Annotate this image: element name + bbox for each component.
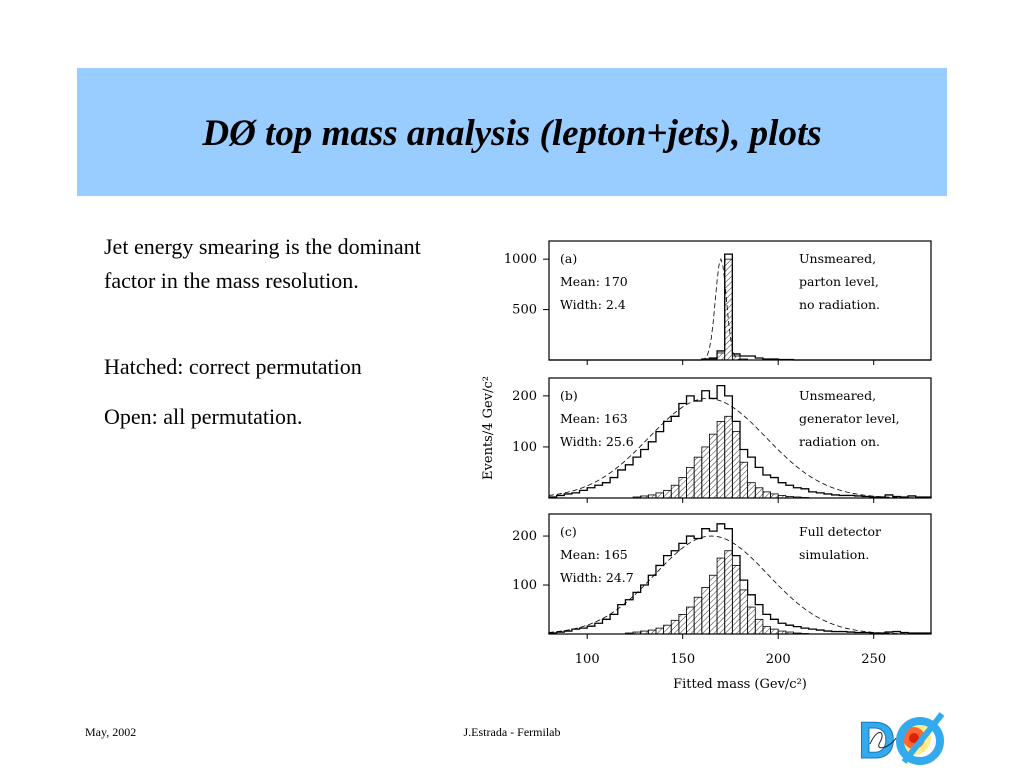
hatched-bar-b-29: [770, 493, 779, 499]
x-tick-label: 250: [861, 652, 886, 667]
hatched-bar-b-14: [655, 492, 665, 499]
histogram-figure: 500 1000 (a) Mean: 170 Width: 2.4 Unsmeared, p…: [481, 240, 932, 692]
hatched-bar-c-18: [686, 606, 695, 635]
hatched-bar-c-26: [747, 606, 756, 635]
y-tick-label: 500: [512, 303, 537, 318]
panel-label: (b): [560, 388, 578, 403]
y-tick-label: 1000: [504, 252, 537, 267]
panel-description: generator level,: [799, 411, 900, 426]
y-tick-label: 100: [512, 578, 537, 593]
x-tick-label: 100: [575, 652, 600, 667]
panel-stat: Mean: 165: [560, 547, 628, 562]
hatched-bar-b-19: [693, 456, 703, 499]
title-band: DØ top mass analysis (lepton+jets), plot…: [77, 68, 947, 196]
hatched-bar-c-16: [670, 619, 680, 635]
x-axis-label: Fitted mass (Gev/c²): [673, 677, 807, 692]
hatched-bar-c-25: [739, 589, 749, 635]
panel-frame-b: [548, 377, 932, 499]
fit-curve-b: [548, 398, 932, 499]
y-axis-label: Events/4 Gev/c²: [481, 376, 496, 480]
hatched-bar-c-21: [709, 574, 718, 635]
panel-description: simulation.: [799, 547, 869, 562]
x-tick-label: 200: [766, 652, 791, 667]
d0-logo-icon: D: [858, 712, 945, 766]
hatched-bar-b-22: [716, 421, 726, 499]
panel-label: (a): [560, 251, 577, 266]
x-tick-label: 150: [670, 652, 695, 667]
hatched-bar-c-27: [754, 618, 764, 635]
fit-curve-c: [548, 535, 932, 635]
hatched-bar-b-16: [670, 484, 680, 499]
panel-description: no radiation.: [799, 297, 880, 312]
hatched-bar-c-14: [655, 627, 665, 635]
paragraph-hatched: Hatched: correct permutation: [104, 354, 362, 379]
hatched-bar-a-22: [716, 352, 726, 361]
panel-description: radiation on.: [799, 434, 880, 449]
slide-body: Jet energy smearing is the dominant fact…: [104, 230, 454, 434]
footer-author: J.Estrada - Fermilab: [463, 725, 561, 739]
hatched-bar-b-23: [724, 415, 733, 499]
panel-frame-c: [548, 513, 932, 635]
hatched-bar-a-23: [724, 258, 733, 361]
panel-stat: Mean: 170: [560, 274, 628, 289]
paragraph-open: Open: all permutation.: [104, 404, 303, 429]
hatched-bar-c-29: [770, 628, 779, 635]
panel-description: Full detector: [799, 524, 881, 539]
hatched-bar-c-17: [678, 614, 687, 635]
open-histogram-b: [548, 385, 932, 498]
hatched-bar-b-17: [678, 477, 687, 499]
panel-description: Unsmeared,: [799, 388, 876, 403]
y-tick-label: 200: [512, 529, 537, 544]
hatched-bar-b-20: [701, 446, 710, 499]
panel-stat: Mean: 163: [560, 411, 628, 426]
panel-description: parton level,: [799, 274, 879, 289]
y-tick-label: 200: [512, 389, 537, 404]
hatched-bar-c-15: [663, 624, 672, 635]
hatched-bar-b-27: [754, 487, 764, 499]
svg-text:D: D: [858, 712, 896, 766]
panel-stat: Width: 24.7: [560, 570, 634, 585]
hatched-bar-b-21: [709, 433, 718, 499]
slide-title: DØ top mass analysis (lepton+jets), plot…: [202, 113, 822, 154]
panel-stat: Width: 2.4: [560, 297, 626, 312]
panel-stat: Width: 25.6: [560, 434, 634, 449]
paragraph-smearing: Jet energy smearing is the dominant fact…: [104, 234, 421, 293]
hatched-bar-b-18: [686, 466, 695, 499]
hatched-bar-b-25: [739, 461, 749, 499]
hatched-bar-b-26: [747, 482, 756, 499]
open-histogram-c: [548, 523, 932, 634]
hatched-bar-c-20: [701, 587, 710, 635]
hatched-bar-b-24: [731, 431, 741, 499]
panel-label: (c): [560, 524, 577, 539]
footer-date: May, 2002: [85, 725, 137, 739]
panel-description: Unsmeared,: [799, 251, 876, 266]
hatched-bar-c-24: [731, 565, 741, 635]
hatched-bar-b-15: [663, 489, 672, 499]
hatched-bar-c-22: [716, 557, 726, 635]
hatched-bar-b-28: [762, 491, 771, 499]
hatched-bar-c-28: [762, 626, 771, 635]
panel-frame-a: [548, 240, 932, 361]
y-tick-label: 100: [512, 440, 537, 455]
hatched-bar-c-23: [724, 550, 733, 635]
hatched-bar-c-19: [693, 596, 703, 635]
